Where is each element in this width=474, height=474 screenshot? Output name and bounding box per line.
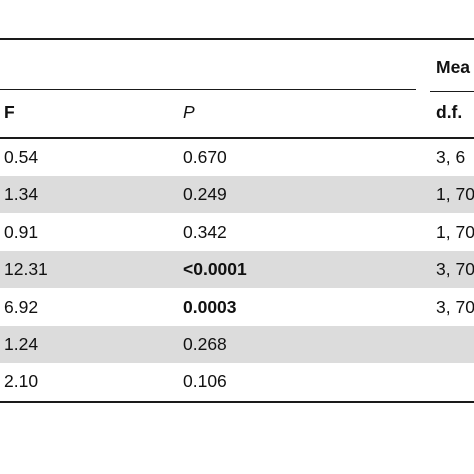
cell-f: 6.92 xyxy=(4,296,39,317)
column-header-f: F xyxy=(4,102,15,122)
cell-p: <0.0001 xyxy=(183,259,247,280)
cell-df: 3, 70 xyxy=(436,296,474,317)
group-header-rule xyxy=(0,89,416,90)
cell-df: 3, 70 xyxy=(436,259,474,280)
cell-f: 1.34 xyxy=(4,184,39,205)
table-row-shading xyxy=(0,326,474,363)
table-row-shading xyxy=(0,176,474,214)
cell-df: 1, 70 xyxy=(436,221,474,242)
header-rule xyxy=(0,137,474,139)
cell-f: 0.54 xyxy=(4,147,39,167)
cell-p: 0.268 xyxy=(183,334,227,354)
cell-f: 1.24 xyxy=(4,334,39,354)
bottom-rule xyxy=(0,401,474,403)
cell-p: 0.342 xyxy=(183,221,227,242)
cell-p: 0.106 xyxy=(183,371,227,392)
top-rule xyxy=(0,38,474,40)
cell-df: 1, 70 xyxy=(436,184,474,205)
table-row-shading xyxy=(0,251,474,289)
cell-p: 0.670 xyxy=(183,147,227,167)
column-header-df: d.f. xyxy=(436,102,463,122)
cell-p: 0.249 xyxy=(183,184,227,205)
cell-df: 3, 6 xyxy=(436,147,466,167)
cell-p: 0.0003 xyxy=(183,296,237,317)
column-header-p: P xyxy=(183,102,195,122)
cell-f: 12.31 xyxy=(4,259,48,280)
cell-f: 0.91 xyxy=(4,221,39,242)
cell-f: 2.10 xyxy=(4,371,39,392)
group-header-rule-right xyxy=(430,91,474,92)
group-header-measure: Mea xyxy=(436,57,471,77)
